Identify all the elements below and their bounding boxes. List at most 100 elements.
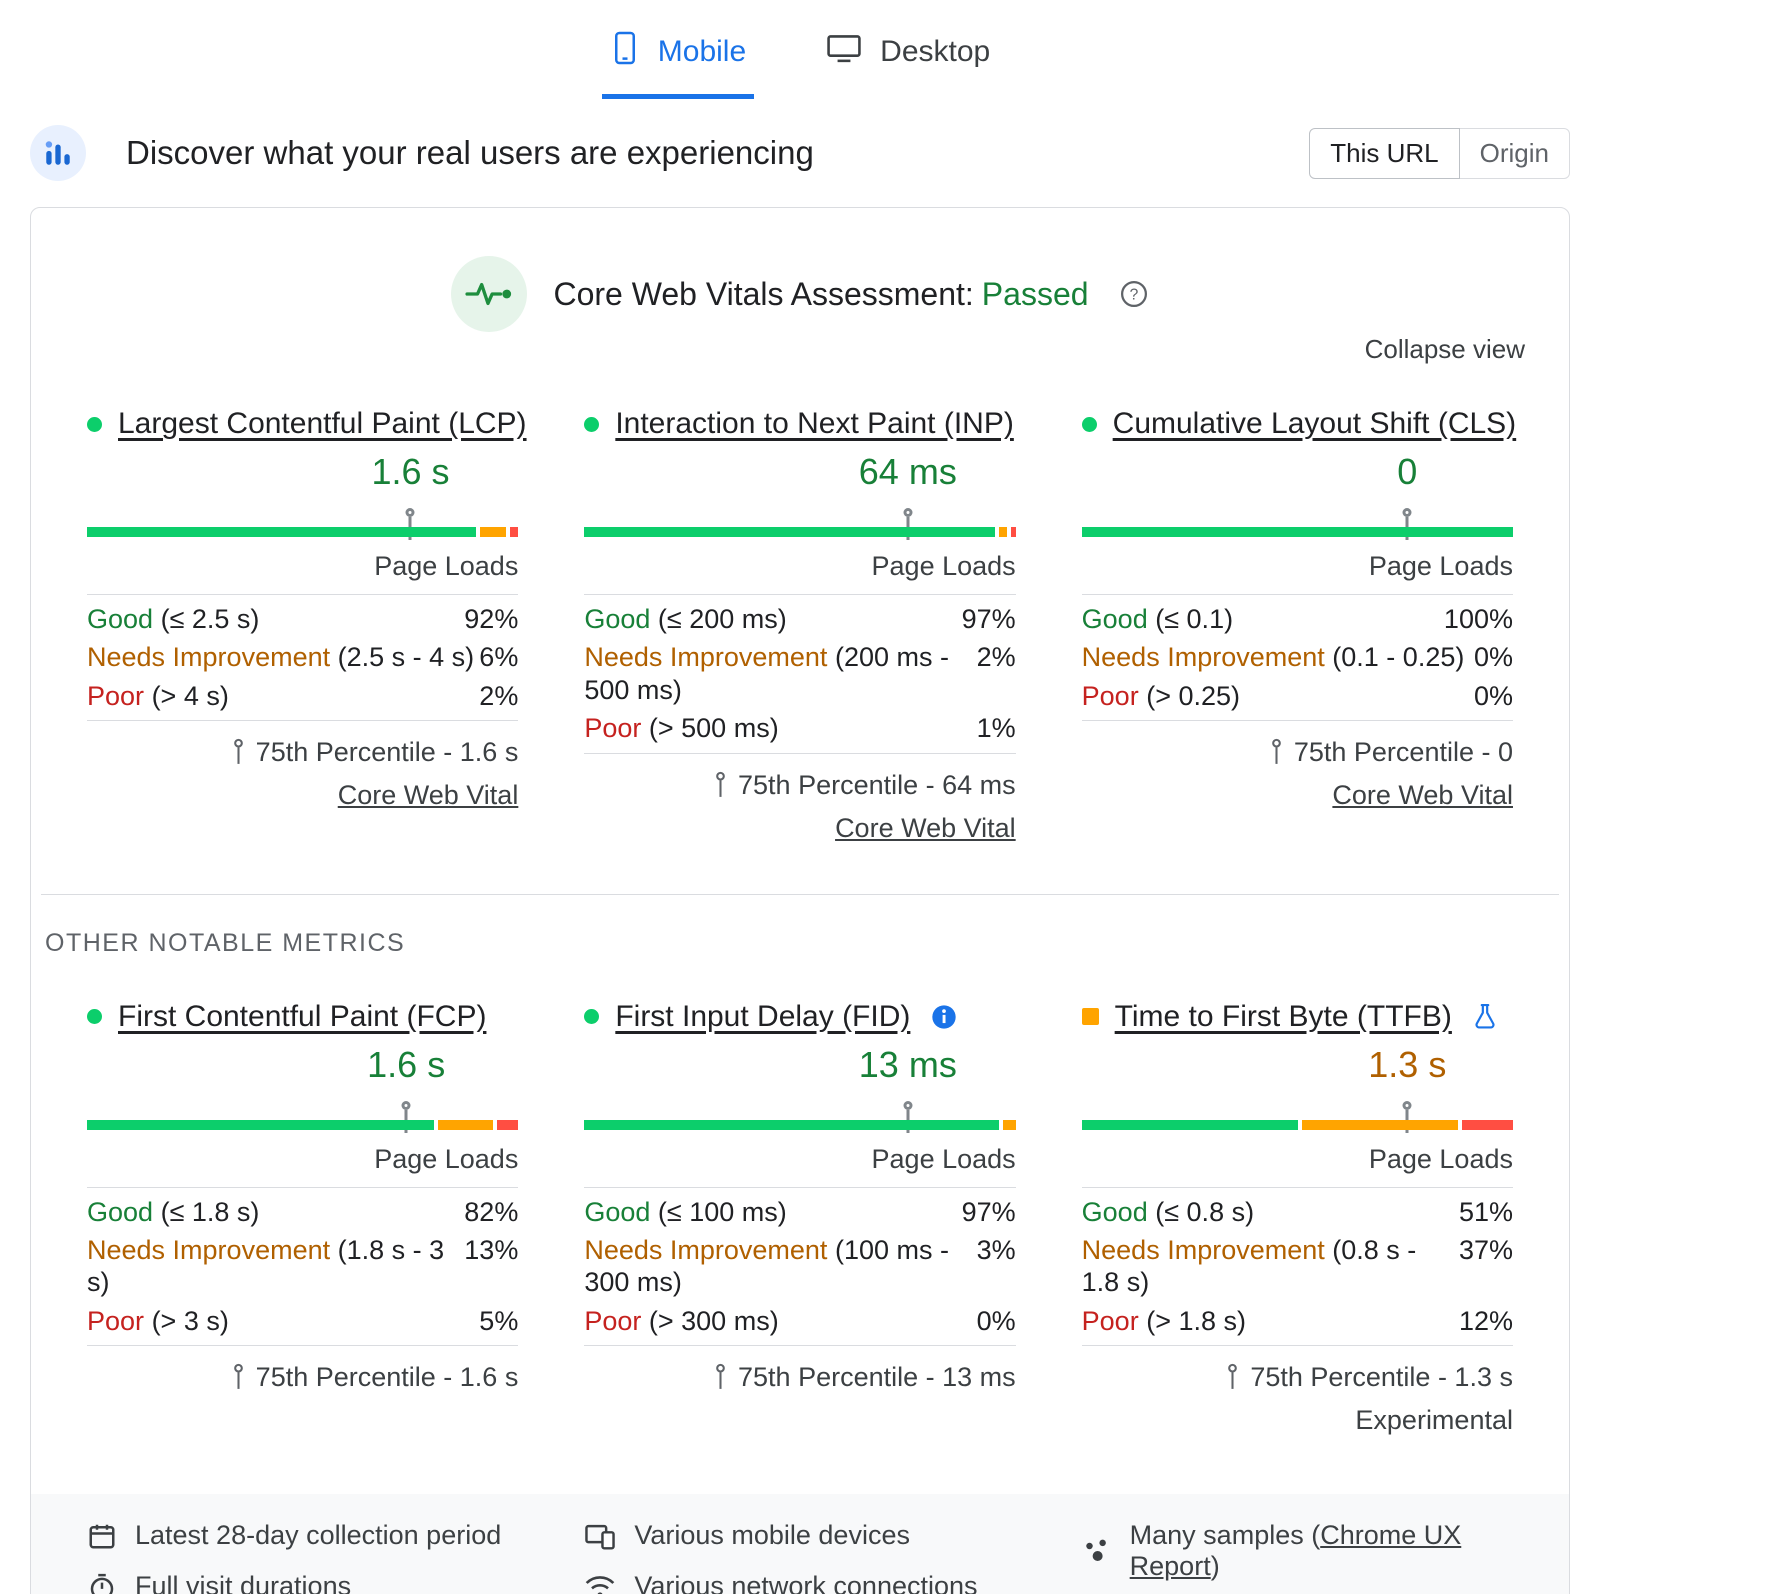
metric-inp: Interaction to Next Paint (INP) 64 ms Pa…	[584, 407, 1016, 844]
metric-ttfb: Time to First Byte (TTFB) 1.3 s Page Loa…	[1081, 999, 1513, 1437]
assessment-text: Core Web Vitals Assessment: Passed	[553, 276, 1088, 313]
bar-segment-good	[584, 527, 995, 537]
metric-value: 1.6 s	[367, 1043, 446, 1085]
percentile-readout: 75th Percentile - 13 ms	[584, 1362, 1016, 1393]
collapse-view-button[interactable]: Collapse view	[1364, 334, 1525, 364]
metric-link-lcp[interactable]: Largest Contentful Paint (LCP)	[118, 407, 527, 440]
pin-icon	[233, 1363, 243, 1390]
assessment-status: Passed	[981, 275, 1089, 312]
pin-icon	[1272, 739, 1281, 765]
good-status-dot-icon	[584, 416, 600, 432]
page-loads-label: Page Loads	[584, 537, 1016, 595]
distribution-bar	[1081, 527, 1513, 537]
scope-this-url-button[interactable]: This URL	[1309, 127, 1460, 179]
row-needs-improvement: Needs Improvement (0.1 - 0.25) 0%	[1081, 642, 1513, 673]
bar-segment-poor	[497, 1119, 519, 1130]
page: Mobile Desktop Discover what your real u…	[30, 0, 1570, 1594]
assessment-label: Core Web Vitals Assessment:	[553, 275, 974, 312]
pulse-icon	[451, 256, 528, 332]
row-good: Good (≤ 2.5 s) 92%	[87, 604, 519, 634]
distribution-area: 1.6 s	[87, 1038, 519, 1133]
distribution-table: Good (≤ 100 ms) 97% Needs Improvement (10…	[584, 1188, 1016, 1347]
metric-link-cls[interactable]: Cumulative Layout Shift (CLS)	[1112, 407, 1517, 440]
tab-mobile[interactable]: Mobile	[601, 22, 755, 99]
metric-link-inp[interactable]: Interaction to Next Paint (INP)	[615, 407, 1014, 440]
metric-link-ttfb[interactable]: Time to First Byte (TTFB)	[1114, 999, 1452, 1033]
distribution-area: 1.6 s	[87, 445, 519, 540]
metric-value: 1.6 s	[371, 451, 450, 492]
distribution-table: Good (≤ 0.8 s) 51% Needs Improvement (0.8…	[1081, 1188, 1513, 1347]
distribution-bar	[87, 1119, 519, 1130]
metric-header: Largest Contentful Paint (LCP)	[87, 407, 527, 441]
distribution-area: 0	[1081, 445, 1513, 540]
core-web-vital-link[interactable]: Core Web Vital	[1332, 780, 1513, 811]
collection-info-footer: Latest 28-day collection period Full vis…	[31, 1494, 1569, 1594]
experimental-flask-icon	[1472, 1002, 1498, 1032]
tab-desktop[interactable]: Desktop	[818, 22, 998, 99]
samples-icon	[1085, 1539, 1106, 1562]
distribution-table: Good (≤ 200 ms) 97% Needs Improvement (20…	[584, 595, 1016, 754]
percentile-readout: 75th Percentile - 1.6 s	[87, 1362, 518, 1393]
page-loads-label: Page Loads	[1081, 537, 1513, 595]
calendar-icon	[89, 1524, 115, 1549]
visit-durations: Full visit durations	[87, 1571, 518, 1594]
metric-value: 64 ms	[858, 451, 957, 492]
good-status-dot-icon	[1081, 416, 1097, 432]
metric-value: 1.3 s	[1368, 1043, 1447, 1085]
device-info: Various mobile devices	[584, 1520, 1015, 1551]
section-divider	[41, 893, 1559, 895]
metric-value: 0	[1397, 451, 1418, 492]
bar-segment-needs-improvement	[480, 527, 506, 537]
metric-fcp: First Contentful Paint (FCP) 1.6 s Page …	[87, 999, 519, 1437]
pin-icon	[716, 1363, 725, 1390]
core-web-vital-link[interactable]: Core Web Vital	[835, 812, 1016, 843]
distribution-area: 13 ms	[584, 1038, 1016, 1133]
percentile-readout: 75th Percentile - 0	[1082, 737, 1513, 768]
form-factor-tabs: Mobile Desktop	[30, 0, 1570, 99]
field-data-header: Discover what your real users are experi…	[30, 125, 1570, 181]
other-metrics-row: First Contentful Paint (FCP) 1.6 s Page …	[31, 1000, 1569, 1437]
network-info: Various network connections	[584, 1571, 1015, 1594]
row-needs-improvement: Needs Improvement (2.5 s - 4 s) 6%	[87, 642, 519, 673]
experimental-label: Experimental	[1355, 1405, 1513, 1436]
metric-header: Time to First Byte (TTFB)	[1081, 999, 1513, 1034]
core-metrics-row: Largest Contentful Paint (LCP) 1.6 s Pag…	[31, 407, 1569, 844]
bar-segment-poor	[509, 527, 519, 537]
mobile-phone-icon	[610, 30, 640, 74]
row-poor: Poor (> 1.8 s) 12%	[1081, 1305, 1513, 1336]
page-loads-label: Page Loads	[87, 537, 519, 595]
help-icon[interactable]: ?	[1119, 279, 1149, 309]
row-needs-improvement: Needs Improvement (0.8 s - 1.8 s) 37%	[1081, 1234, 1513, 1298]
distribution-table: Good (≤ 2.5 s) 92% Needs Improvement (2.5…	[87, 595, 519, 722]
crux-users-icon	[30, 125, 86, 181]
row-poor: Poor (> 3 s) 5%	[87, 1305, 519, 1336]
metric-fid: First Input Delay (FID) 13 ms Page Loads	[584, 999, 1016, 1437]
metric-cls: Cumulative Layout Shift (CLS) 0 Page Loa…	[1081, 407, 1516, 844]
pin-icon	[1228, 1363, 1238, 1390]
bar-segment-good	[87, 1119, 435, 1130]
distribution-area: 64 ms	[584, 445, 1016, 540]
bar-segment-needs-improvement	[1301, 1119, 1459, 1130]
metric-lcp: Largest Contentful Paint (LCP) 1.6 s Pag…	[87, 407, 527, 844]
field-data-card: Core Web Vitals Assessment: Passed ? Coll…	[30, 207, 1570, 1594]
metric-link-fid[interactable]: First Input Delay (FID)	[615, 999, 911, 1033]
footer-column: Various mobile devices Various network c…	[584, 1520, 1015, 1594]
row-good: Good (≤ 0.1) 100%	[1081, 604, 1513, 634]
page-loads-label: Page Loads	[584, 1130, 1016, 1188]
row-needs-improvement: Needs Improvement (1.8 s - 3 s) 13%	[87, 1234, 519, 1298]
metric-link-fcp[interactable]: First Contentful Paint (FCP)	[118, 999, 487, 1033]
distribution-bar	[584, 527, 1016, 537]
samples-info: Many samples (Chrome UX Report)	[1082, 1520, 1513, 1582]
metric-header: Interaction to Next Paint (INP)	[584, 407, 1015, 441]
desktop-monitor-icon	[826, 32, 862, 72]
percentile-readout: 75th Percentile - 1.3 s	[1082, 1362, 1513, 1393]
scope-origin-button[interactable]: Origin	[1459, 127, 1570, 179]
info-icon[interactable]	[930, 1003, 958, 1031]
row-poor: Poor (> 500 ms) 1%	[584, 713, 1016, 744]
pin-icon	[716, 771, 725, 797]
good-status-dot-icon	[584, 1009, 600, 1025]
distribution-area: 1.3 s	[1081, 1038, 1513, 1133]
chrome-ux-report-link[interactable]: Chrome UX Report	[1129, 1520, 1462, 1582]
tab-desktop-label: Desktop	[880, 35, 991, 68]
core-web-vital-link[interactable]: Core Web Vital	[337, 780, 519, 811]
